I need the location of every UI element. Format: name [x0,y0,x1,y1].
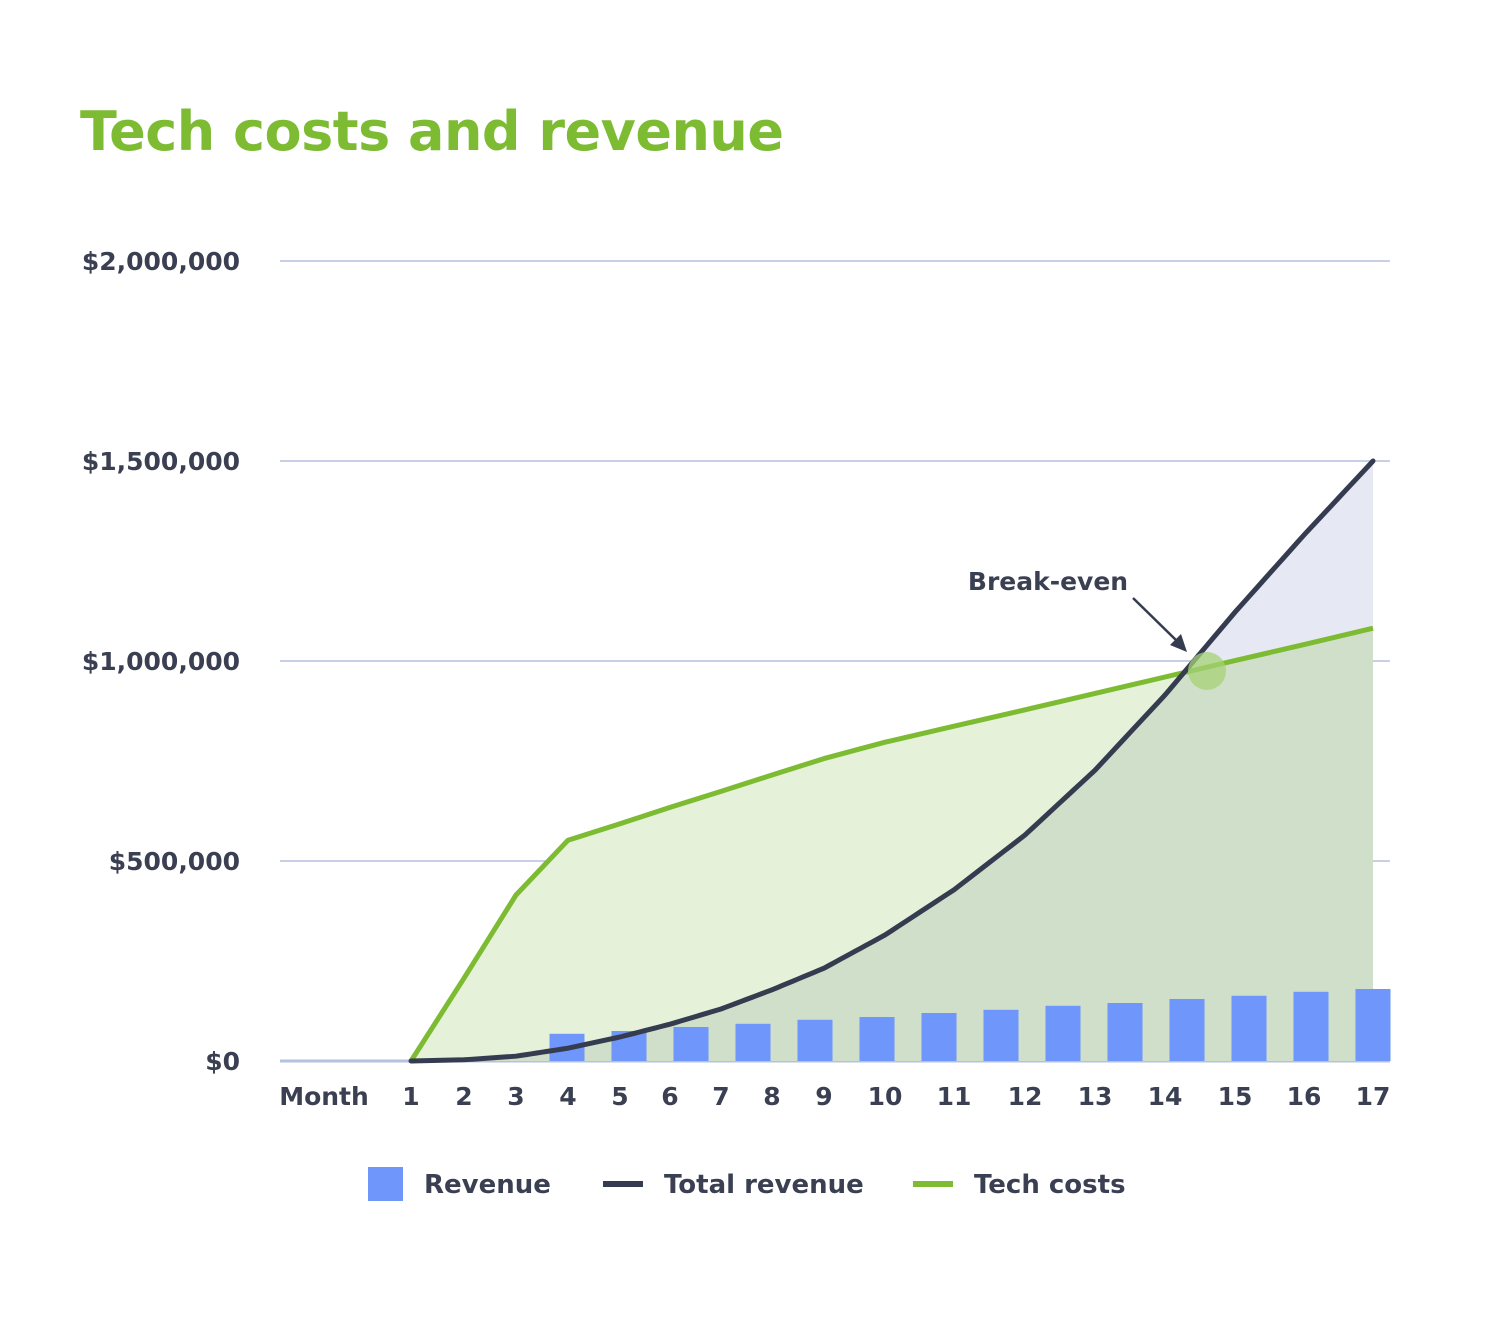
x-tick-label: 17 [1356,1082,1391,1111]
y-tick-label: $1,500,000 [82,447,240,476]
legend-revenue-label: Revenue [424,1170,551,1200]
overlap-area [411,628,1373,1061]
legend-total-revenue-label: Total revenue [664,1170,864,1200]
x-tick-label: 6 [661,1082,678,1111]
x-axis-label: Month [279,1082,369,1111]
chart-title: Tech costs and revenue [80,100,784,163]
y-tick-label: $500,000 [109,847,240,876]
x-tick-label: 4 [559,1082,576,1111]
revenue-bar [1293,991,1329,1061]
x-tick-label: 3 [507,1082,524,1111]
y-tick-label: $0 [205,1047,240,1076]
x-tick-label: 13 [1078,1082,1113,1111]
revenue-bar [1045,1005,1081,1061]
break-even-label: Break-even [968,567,1128,596]
revenue-bar [859,1017,895,1061]
x-tick-label: 7 [712,1082,729,1111]
x-tick-label: 14 [1148,1082,1183,1111]
y-tick-label: $1,000,000 [82,647,240,676]
break-even-arrow-head [1170,634,1187,652]
x-tick-label: 2 [455,1082,472,1111]
x-tick-label: 10 [868,1082,903,1111]
revenue-bar [673,1027,709,1061]
x-tick-label: 12 [1008,1082,1043,1111]
revenue-bar [1231,995,1267,1061]
revenue-bar [797,1019,833,1061]
x-tick-label: 5 [611,1082,628,1111]
x-tick-label: 11 [937,1082,972,1111]
x-tick-label: 15 [1218,1082,1253,1111]
legend-revenue-swatch [368,1167,403,1201]
x-tick-label: 1 [402,1082,419,1111]
revenue-bar [983,1009,1019,1061]
break-even-arrow-line [1132,597,1179,643]
break-even-marker [1188,652,1226,690]
legend-tech-costs-label: Tech costs [974,1170,1126,1200]
x-tick-label: 16 [1287,1082,1322,1111]
y-tick-label: $2,000,000 [82,247,240,276]
revenue-bar [1107,1003,1143,1061]
revenue-bar [735,1023,771,1061]
revenue-bar [1169,999,1205,1061]
revenue-bar [1355,989,1391,1061]
x-tick-label: 8 [763,1082,780,1111]
x-tick-label: 9 [815,1082,832,1111]
total-revenue-line [408,458,1376,1064]
revenue-bar [921,1013,957,1061]
